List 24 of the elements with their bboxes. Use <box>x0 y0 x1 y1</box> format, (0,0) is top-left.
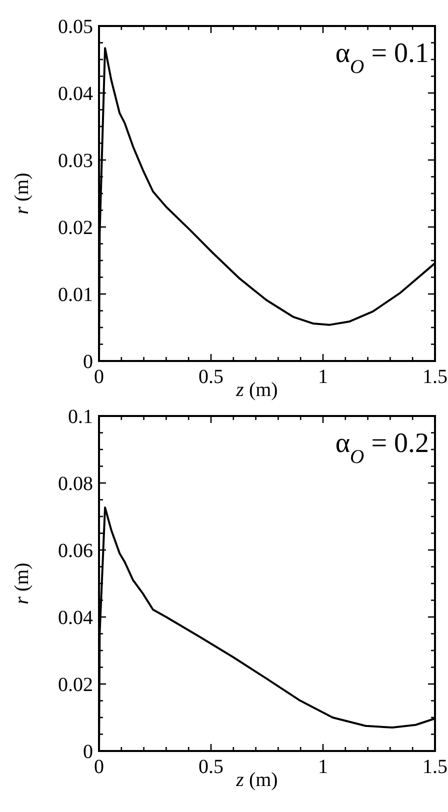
annotation: α$_{O}$ = 0.2 <box>335 428 429 468</box>
y-tick-label: 0.03 <box>58 150 93 172</box>
y-tick-label: 0.02 <box>58 217 93 239</box>
x-tick-label: 1 <box>318 366 328 388</box>
y-tick-label: 0.04 <box>58 83 93 105</box>
y-tick-label: 0.05 <box>58 16 93 38</box>
annotation: α$_{O}$ = 0.1 <box>335 38 429 78</box>
x-tick-label: 1 <box>318 756 328 778</box>
y-tick-label: 0.04 <box>58 607 93 629</box>
x-tick-label: 0.5 <box>198 756 224 778</box>
x-axis-title: z (m) <box>235 769 278 791</box>
x-tick-label: 1.5 <box>422 756 448 778</box>
y-tick-label: 0.08 <box>58 473 93 495</box>
x-tick-label: 1.5 <box>422 366 448 388</box>
y-tick-label: 0 <box>83 741 93 763</box>
y-tick-label: 0.02 <box>58 674 93 696</box>
y-tick-label: 0 <box>83 351 93 373</box>
y-tick-label: 0.06 <box>58 540 93 562</box>
y-axis-title: r (m) <box>11 562 33 604</box>
y-tick-label: 0.1 <box>68 406 93 428</box>
y-tick-label: 0.01 <box>58 284 93 306</box>
y-axis-title: r (m) <box>11 172 33 214</box>
x-tick-label: 0.5 <box>198 366 224 388</box>
x-axis-title: z (m) <box>235 379 278 401</box>
